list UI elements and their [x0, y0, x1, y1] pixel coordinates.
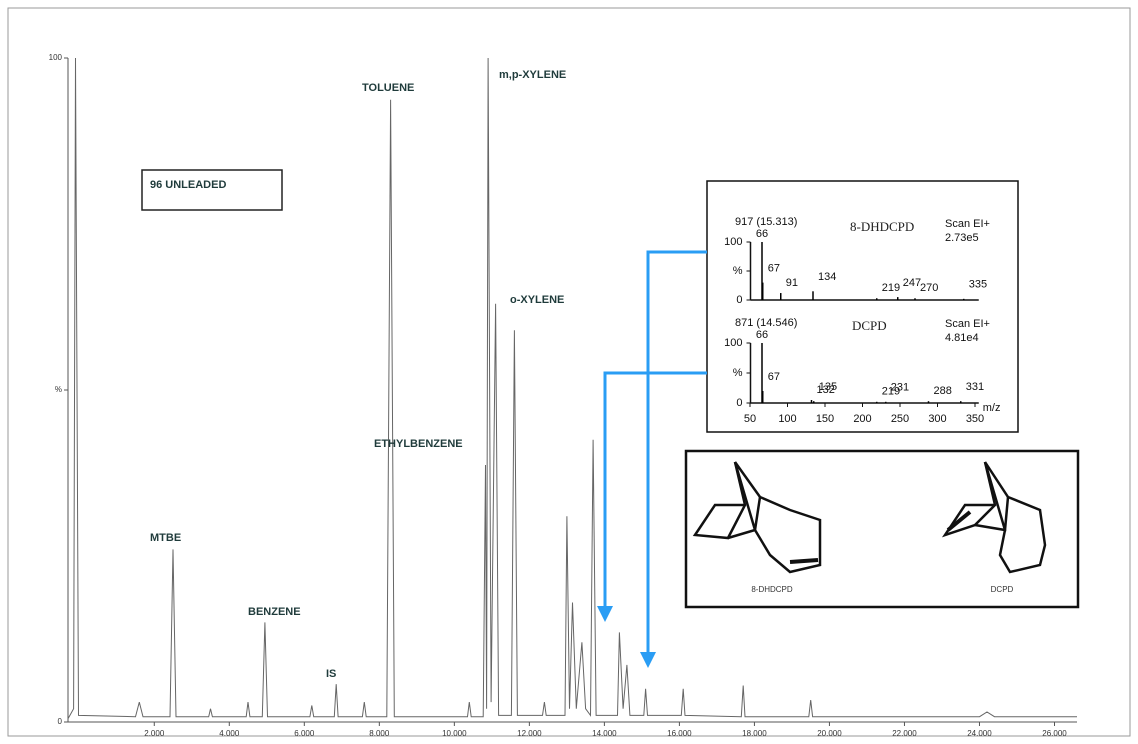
y-tick-label: 100 [724, 236, 742, 248]
x-axis-label: m/z [983, 402, 1001, 414]
x-tick-label: 20.000 [817, 729, 842, 738]
annotation: 2.73e5 [945, 232, 979, 244]
peak-label: 247 [903, 277, 921, 289]
x-tick-label: 18.000 [742, 729, 767, 738]
trace [67, 57, 1077, 719]
annotation: m,p-XYLENE [499, 69, 566, 81]
annotation: 871 (14.546) [735, 317, 797, 329]
annotation: 917 (15.313) [735, 216, 797, 228]
annotation: ETHYLBENZENE [374, 438, 463, 450]
spectra-box [706, 180, 1019, 433]
x-tick-label: 26.000 [1042, 729, 1067, 738]
y-tick-label: % [55, 385, 62, 394]
peak-label: 134 [818, 271, 836, 283]
peak-label: 91 [786, 277, 798, 289]
x-tick-label: 300 [928, 413, 946, 425]
peak-label: 132 [817, 384, 835, 396]
x-tick-label: 22.000 [892, 729, 917, 738]
peak-label: 270 [920, 282, 938, 294]
annotation: BENZENE [248, 606, 301, 618]
peak-label: 331 [966, 381, 984, 393]
structure-right [983, 461, 1047, 574]
annotation: 4.81e4 [945, 332, 979, 344]
x-tick-label: 100 [778, 413, 796, 425]
arrow-head [640, 652, 656, 668]
x-tick-label: 10.000 [442, 729, 467, 738]
arrow [646, 250, 707, 655]
annotation: o-XYLENE [510, 294, 564, 306]
arrows [603, 250, 707, 655]
annotation: DCPD [852, 318, 887, 333]
arrow [603, 371, 707, 608]
x-tick-label: 250 [891, 413, 909, 425]
x-tick-label: 150 [816, 413, 834, 425]
x-tick-label: 6.000 [294, 729, 315, 738]
y-tick-label: 100 [49, 53, 63, 62]
annotation: 96 UNLEADED [150, 179, 226, 191]
x-tick-label: 16.000 [667, 729, 692, 738]
peak-label: 288 [934, 385, 952, 397]
double-bond [789, 558, 819, 564]
annotation: 8-DHDCPD [850, 219, 914, 234]
annotation: IS [326, 668, 336, 680]
y-tick-label: 100 [724, 337, 742, 349]
double-bond [946, 510, 972, 532]
x-tick-label: 12.000 [517, 729, 542, 738]
structure-right-ring [974, 496, 1010, 532]
annotation: Scan EI+ [945, 318, 990, 330]
structure-left-bridge [692, 461, 747, 540]
sample-box [141, 169, 283, 211]
peak-label: 66 [756, 228, 768, 240]
y-tick-label: 0 [58, 717, 63, 726]
y-tick-label: % [733, 265, 743, 277]
annotation: Scan EI+ [945, 218, 990, 230]
arrow-head [597, 606, 613, 622]
x-tick-label: 2.000 [144, 729, 165, 738]
x-tick-label: 4.000 [219, 729, 240, 738]
peak-label: 67 [768, 371, 780, 383]
peak-label: 67 [768, 263, 780, 275]
peak-label: 335 [969, 279, 987, 291]
peak-label: 66 [756, 329, 768, 341]
structure-label: DCPD [991, 585, 1014, 594]
structure-right-bridge [941, 461, 997, 538]
x-tick-label: 14.000 [592, 729, 617, 738]
peak-label: 219 [882, 386, 900, 398]
peak-label: 219 [882, 282, 900, 294]
x-tick-label: 350 [966, 413, 984, 425]
y-tick-label: % [733, 367, 743, 379]
x-tick-label: 200 [853, 413, 871, 425]
x-tick-label: 24.000 [967, 729, 992, 738]
structure-box [684, 449, 1080, 609]
x-tick-label: 50 [744, 413, 756, 425]
peak-label: 231 [891, 382, 909, 394]
structure-label: 8-DHDCPD [751, 585, 793, 594]
annotation: TOLUENE [362, 82, 414, 94]
annotation: MTBE [150, 532, 181, 544]
structure-left-ring [727, 496, 762, 540]
y-tick-label: 0 [736, 294, 742, 306]
structure-left [733, 461, 822, 574]
structures [692, 461, 1047, 574]
x-tick-label: 8.000 [369, 729, 390, 738]
y-tick-label: 0 [736, 397, 742, 409]
peak-label: 135 [819, 381, 837, 393]
